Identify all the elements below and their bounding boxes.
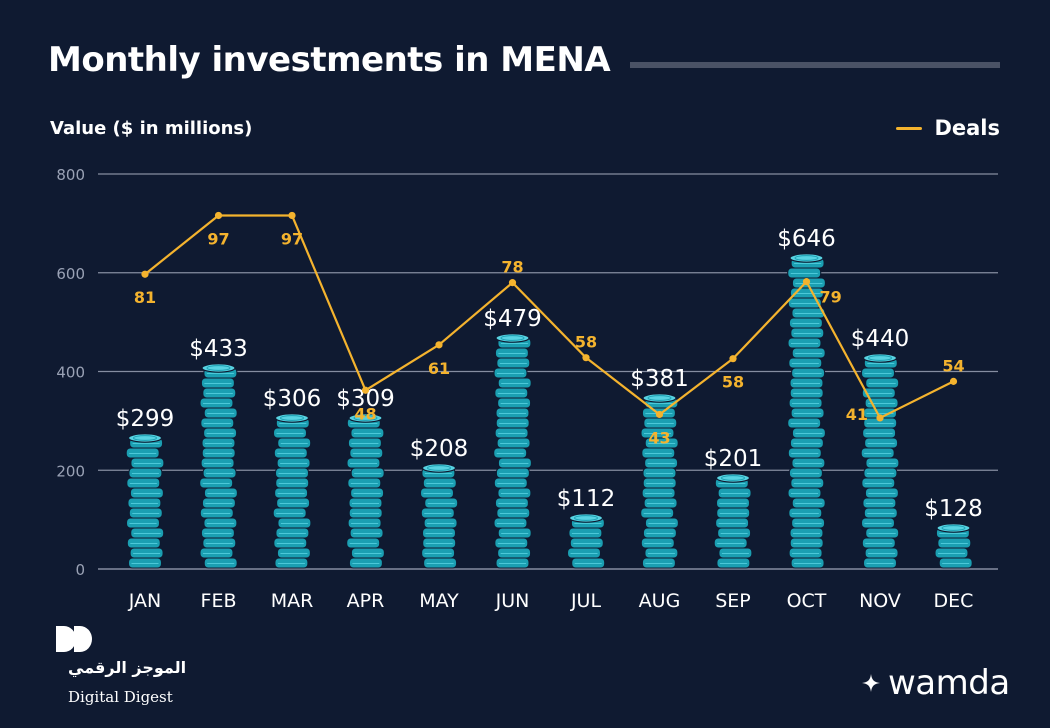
chart-title: Monthly investments in MENA: [48, 40, 611, 80]
x-tick-label: SEP: [715, 590, 751, 612]
x-tick-label: AUG: [639, 590, 681, 612]
deals-point: [361, 386, 370, 394]
coin-stack: [493, 333, 532, 569]
deals-point: [876, 414, 884, 422]
deals-label: 48: [354, 404, 376, 423]
coin-top-ring: [353, 415, 378, 421]
coin-stack: [566, 513, 606, 569]
brand-arabic-name: الموجز الرقمي: [68, 658, 187, 677]
coin-stack: [125, 433, 165, 569]
deals-label: 58: [722, 373, 744, 392]
deals-point: [655, 410, 664, 419]
deals-label: 58: [575, 333, 597, 352]
bar-value-label: $208: [410, 436, 469, 462]
bar-value-labels: $299$433$306 $309$208$479$112$381$201$646…: [116, 226, 983, 522]
coin-top-ring: [941, 525, 966, 531]
coin-top-ring: [647, 395, 672, 401]
coin-stack: [272, 413, 312, 569]
deals-point: [582, 354, 590, 362]
coin-top-ring: [868, 355, 892, 361]
x-tick-labels: JAN FEB MAR APR MAY JUN JUL AUG SEP OCT NOV DEC: [128, 590, 974, 612]
deals-polyline: [144, 214, 954, 420]
deals-label: 61: [428, 359, 450, 378]
y-tick-label: 400: [56, 364, 85, 382]
deals-point: [949, 377, 958, 385]
x-tick-label: JUL: [570, 590, 602, 612]
wamda-sparkle-icon: [862, 674, 880, 692]
bar-value-label: $646: [777, 226, 836, 252]
deals-labels: 81 97 97 48 61 78 58 43 58 79 41 54: [134, 229, 965, 447]
deals-label: 43: [648, 428, 670, 447]
bar-value-label: $112: [557, 486, 616, 512]
deals-label: 97: [281, 229, 303, 248]
wamda-logo: wamda: [862, 666, 1010, 700]
bar-value-label: $299: [116, 406, 175, 432]
y-tick-label: 800: [56, 166, 85, 184]
deals-label: 41: [846, 405, 868, 424]
bar-value-label: $381: [630, 366, 689, 392]
deals-label: 81: [134, 288, 156, 307]
bar-value-label: $201: [704, 446, 763, 472]
digital-digest-logo-icon: [54, 624, 94, 658]
wamda-wordmark: wamda: [888, 663, 1010, 703]
coin-top-ring: [133, 435, 157, 441]
coin-stack: [199, 363, 238, 569]
x-tick-label: MAR: [271, 590, 314, 612]
coin-top-ring: [206, 365, 231, 371]
x-tick-label: APR: [347, 590, 385, 612]
legend-line-swatch: [896, 126, 923, 130]
deals-line: [141, 211, 958, 422]
coin-top-ring: [427, 465, 451, 471]
x-tick-label: MAY: [419, 590, 459, 612]
deals-point: [802, 278, 811, 286]
bar-value-label: $433: [189, 336, 248, 362]
y-tick-labels: 0 200 400 600 800: [56, 166, 85, 579]
x-tick-label: JAN: [128, 590, 161, 612]
title-divider: [630, 62, 1000, 68]
y-tick-label: 200: [56, 462, 85, 480]
gridlines: [98, 173, 998, 570]
bar-value-label: $440: [851, 326, 910, 352]
y-axis-caption: Value ($ in millions): [50, 118, 253, 139]
coin-top-ring: [280, 415, 304, 421]
bar-value-label: $128: [924, 496, 983, 522]
legend: Deals: [896, 116, 1000, 140]
deals-label: 79: [820, 288, 842, 307]
x-tick-label: OCT: [787, 590, 827, 612]
x-tick-label: NOV: [859, 590, 901, 612]
coin-top-ring: [500, 335, 525, 341]
deals-label: 54: [942, 356, 964, 375]
deals-point: [214, 211, 223, 220]
deals-point: [435, 341, 443, 349]
coin-top-ring: [721, 475, 745, 481]
y-tick-label: 600: [56, 265, 85, 283]
deals-point: [508, 279, 517, 287]
bar-value-label: $306: [263, 386, 322, 412]
coin-top-ring: [574, 515, 598, 521]
bar-value-label: $479: [483, 306, 542, 332]
brand-english-name: Digital Digest: [68, 688, 173, 706]
coin-stack: [640, 393, 679, 569]
x-tick-label: FEB: [201, 590, 237, 612]
coin-stack: [934, 523, 973, 569]
coin-stack: [713, 473, 753, 569]
deals-point: [141, 270, 149, 278]
deals-point: [729, 355, 737, 363]
coin-stack: [787, 253, 826, 569]
deals-label: 78: [501, 258, 523, 277]
coin-top-ring: [794, 255, 819, 261]
deals-label: 97: [207, 229, 229, 248]
legend-label-deals: Deals: [934, 116, 1000, 140]
y-tick-label: 0: [75, 561, 85, 579]
coin-stack: [346, 413, 385, 569]
coin-stack: [419, 463, 459, 569]
deals-point: [288, 211, 296, 220]
coin-stack: [860, 353, 900, 569]
x-tick-label: DEC: [934, 590, 974, 612]
x-tick-label: JUN: [495, 590, 530, 612]
coin-bars: [125, 253, 973, 569]
